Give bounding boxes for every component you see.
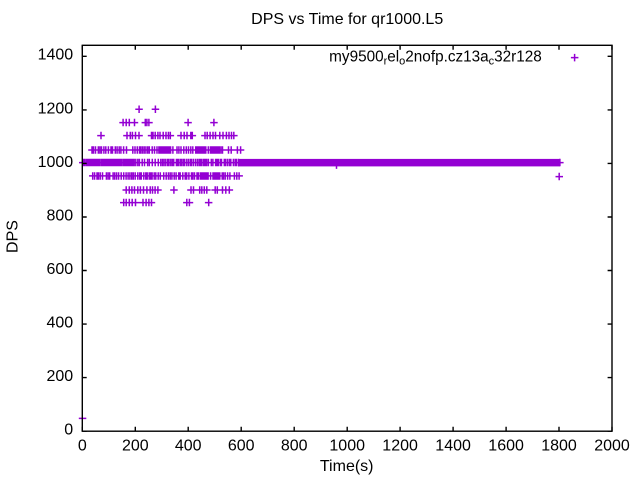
svg-text:1400: 1400 bbox=[435, 437, 471, 454]
svg-text:DPS: DPS bbox=[4, 220, 21, 253]
svg-text:800: 800 bbox=[281, 437, 308, 454]
svg-text:1400: 1400 bbox=[38, 47, 74, 64]
svg-text:400: 400 bbox=[46, 315, 73, 332]
svg-text:1200: 1200 bbox=[38, 100, 74, 117]
svg-text:0: 0 bbox=[64, 422, 73, 439]
svg-text:600: 600 bbox=[46, 261, 73, 278]
svg-text:DPS vs Time for qr1000.L5: DPS vs Time for qr1000.L5 bbox=[251, 11, 443, 28]
svg-text:1000: 1000 bbox=[38, 154, 74, 171]
svg-text:200: 200 bbox=[46, 368, 73, 385]
svg-text:2000: 2000 bbox=[594, 437, 630, 454]
svg-text:400: 400 bbox=[175, 437, 202, 454]
svg-text:600: 600 bbox=[228, 437, 255, 454]
svg-text:0: 0 bbox=[78, 437, 87, 454]
svg-text:200: 200 bbox=[122, 437, 149, 454]
svg-text:1000: 1000 bbox=[329, 437, 365, 454]
svg-text:Time(s): Time(s) bbox=[320, 458, 374, 475]
svg-text:my9500relo2nofp.cz13ac32r128: my9500relo2nofp.cz13ac32r128 bbox=[329, 49, 542, 68]
svg-text:1800: 1800 bbox=[541, 437, 577, 454]
svg-text:800: 800 bbox=[46, 207, 73, 224]
svg-text:1200: 1200 bbox=[382, 437, 418, 454]
svg-text:1600: 1600 bbox=[488, 437, 524, 454]
